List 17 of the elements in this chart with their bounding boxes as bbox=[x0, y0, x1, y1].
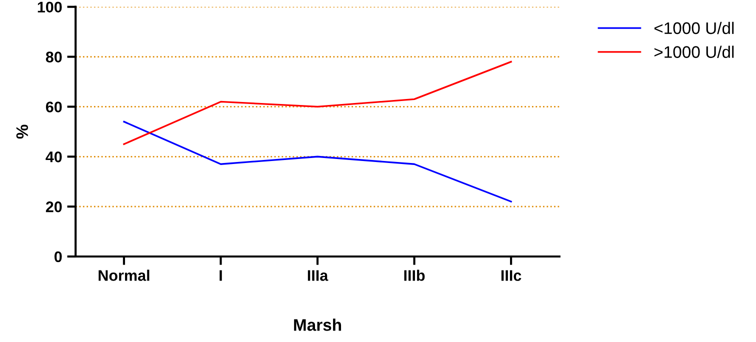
x-tick-label: IIIa bbox=[308, 270, 328, 281]
y-tick-label: 100 bbox=[38, 2, 62, 13]
y-tick-label: 0 bbox=[54, 251, 62, 262]
x-tick-label: IIIb bbox=[404, 270, 425, 281]
y-tick-label: 80 bbox=[46, 52, 62, 62]
x-tick-label: Normal bbox=[98, 270, 150, 281]
line-series bbox=[123, 60, 512, 145]
y-tick-label: 40 bbox=[46, 152, 62, 162]
legend-label: >1000 U/dl bbox=[654, 46, 734, 58]
legend-label: <1000 U/dl bbox=[654, 22, 734, 34]
y-tick-label: 60 bbox=[46, 102, 62, 112]
line-series bbox=[123, 120, 512, 202]
y-tick-label: 20 bbox=[46, 201, 62, 212]
x-tick-label: IIIc bbox=[501, 270, 522, 281]
x-tick-label: I bbox=[220, 270, 222, 281]
x-axis-title: Marsh bbox=[294, 318, 342, 331]
y-axis-title: % bbox=[16, 124, 28, 139]
